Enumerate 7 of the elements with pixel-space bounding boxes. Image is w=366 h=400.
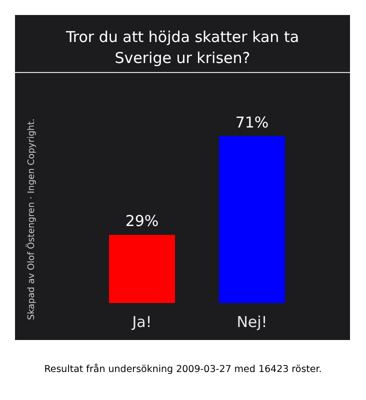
text: Skapad av Olof Östengren · Ingen Copyright.	[27, 118, 37, 320]
data-label: 71%	[235, 114, 269, 132]
data-label: 29%	[125, 212, 159, 230]
x-tick-label: Nej!	[236, 312, 268, 331]
text: Resultat från undersökning 2009-03-27 med 16423 röster.	[43, 364, 323, 375]
x-tick-label: Ja!	[131, 312, 152, 331]
chart-title: Tror du att höjda skatter kan ta Sverige ur krisen?	[64, 27, 300, 69]
